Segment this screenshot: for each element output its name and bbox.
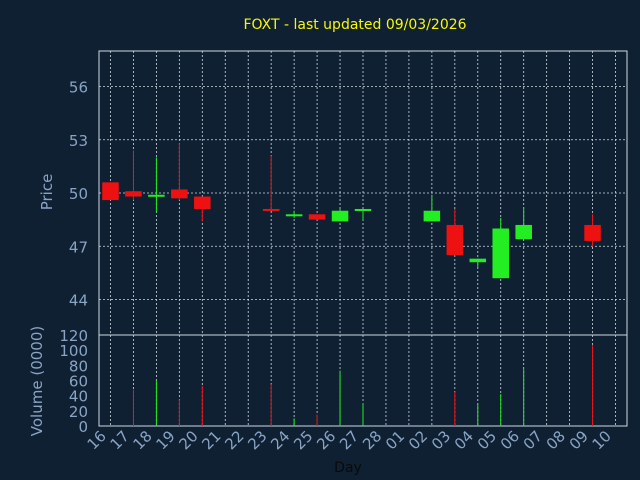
candle-body [308,214,326,220]
volume-tick-label: 60 [69,373,88,391]
ticks-layer: 4447505356020406080100120161718192021222… [59,79,615,454]
candle-body [194,196,211,209]
candle-body [102,182,119,201]
candle-body [584,224,601,241]
x-axis-label: Day [334,460,362,476]
volume-axis-label: Volume (0000) [28,326,46,436]
candle-body [515,224,532,240]
chart-title: FOXT - last updated 09/03/2026 [243,17,466,33]
volume-tick-label: 0 [78,418,88,436]
candle-body [423,210,441,222]
price-tick-label: 47 [69,238,88,256]
marks-layer [102,143,601,426]
volume-tick-label: 100 [59,342,88,360]
x-tick-label: 10 [589,427,615,453]
candle-body [148,194,165,197]
candle-body [354,208,372,211]
price-tick-label: 50 [69,185,88,203]
volume-tick-label: 20 [69,403,88,421]
candle-body [446,224,464,256]
candle-body [469,258,487,263]
candle-body [492,228,510,279]
candle-body [331,210,349,222]
volume-tick-label: 80 [69,357,88,375]
candle-body [285,214,303,217]
volume-tick-label: 120 [59,327,88,345]
price-tick-label: 44 [69,292,88,310]
candle-body [125,191,142,197]
candle-body [262,208,280,211]
candle-body [171,189,188,199]
grid-layer [98,50,628,427]
price-tick-label: 53 [69,132,88,150]
volume-tick-label: 40 [69,388,88,406]
price-tick-label: 56 [69,79,88,97]
price-axis-label: Price [38,174,56,211]
